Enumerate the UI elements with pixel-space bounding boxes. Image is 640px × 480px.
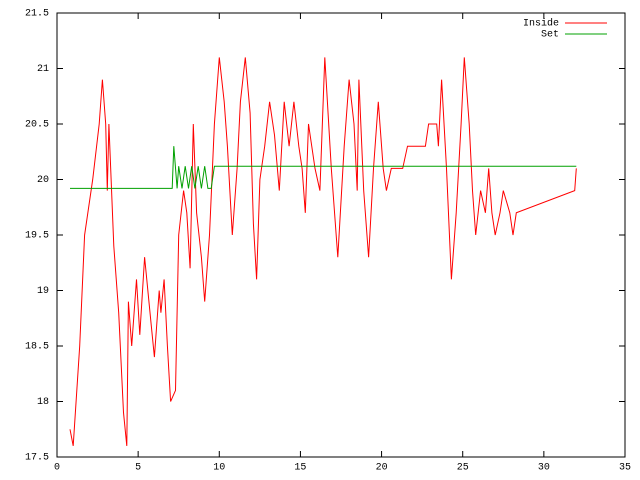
y-tick-label: 21 xyxy=(37,64,49,75)
x-tick-label: 10 xyxy=(213,463,225,474)
legend-label: Set xyxy=(541,30,559,41)
x-tick-label: 35 xyxy=(619,463,631,474)
y-tick-label: 19.5 xyxy=(25,231,49,242)
x-tick-label: 30 xyxy=(538,463,550,474)
y-tick-label: 19 xyxy=(37,286,49,297)
series-line xyxy=(69,57,577,446)
y-tick-label: 20 xyxy=(37,175,49,186)
plot-frame xyxy=(56,12,626,458)
y-tick-label: 18.5 xyxy=(25,342,49,353)
x-tick-label: 0 xyxy=(54,463,60,474)
x-tick-label: 5 xyxy=(135,463,141,474)
legend-label: Inside xyxy=(523,18,559,30)
y-tick-label: 21.5 xyxy=(25,9,49,20)
x-tick-label: 25 xyxy=(457,463,469,474)
x-tick-label: 20 xyxy=(376,463,388,474)
series-line xyxy=(70,146,577,189)
x-tick-label: 15 xyxy=(294,463,306,474)
y-tick-label: 18 xyxy=(37,397,49,408)
y-tick-label: 17.5 xyxy=(25,453,49,464)
y-tick-label: 20.5 xyxy=(25,120,49,131)
